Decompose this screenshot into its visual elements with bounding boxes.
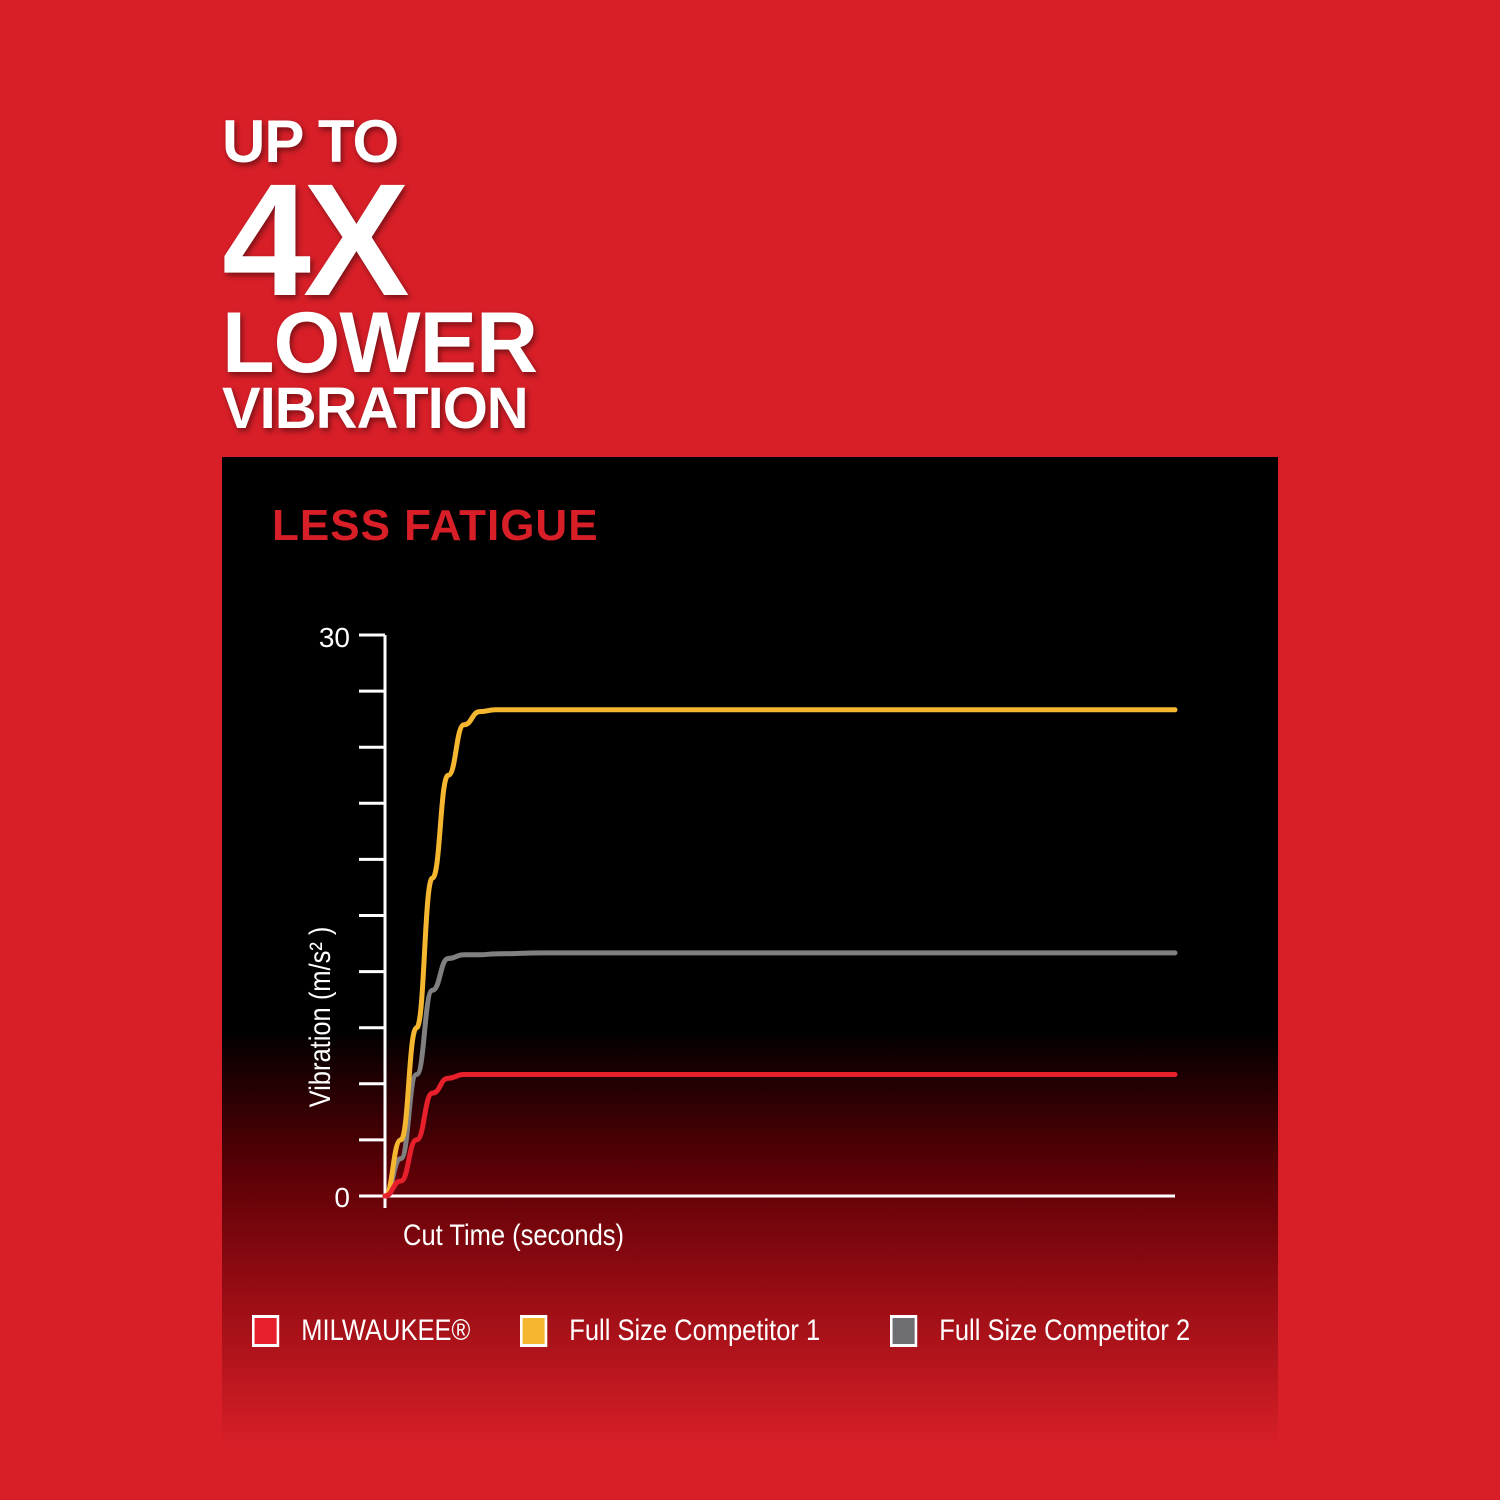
legend-swatch-competitor-1: [520, 1315, 548, 1347]
headline-up-to: UP TO: [222, 108, 399, 175]
legend-swatch-competitor-2: [890, 1315, 918, 1347]
vibration-chart: Cut Time (seconds) Vibration (m/s² ) 30 …: [303, 622, 1178, 1251]
y-tick-label-0: 0: [334, 1182, 350, 1213]
headline-vibration: VIBRATION: [222, 376, 529, 441]
headline-4x: 4X: [222, 150, 410, 329]
chart-panel: LESS FATIGUE Cut Time (seconds) Vibratio…: [222, 457, 1278, 1447]
series-line-1: [382, 707, 1178, 1199]
headline-lower: LOWER: [222, 295, 538, 391]
series-line-2: [382, 950, 1178, 1199]
legend-item-competitor-1: Full Size Competitor 1: [520, 1314, 820, 1348]
series-line-0: [382, 1071, 1178, 1199]
legend-label: MILWAUKEE®: [301, 1314, 471, 1347]
legend-label: Full Size Competitor 1: [569, 1314, 821, 1347]
x-axis-label: Cut Time (seconds): [403, 1218, 624, 1251]
y-axis-label: Vibration (m/s² ): [303, 927, 336, 1108]
y-tick-label-30: 30: [319, 622, 350, 653]
legend-item-milwaukee: MILWAUKEE®: [252, 1314, 470, 1348]
legend-swatch-milwaukee: [252, 1315, 280, 1347]
chart-title: LESS FATIGUE: [272, 501, 599, 550]
legend-label: Full Size Competitor 2: [939, 1314, 1191, 1347]
legend-item-competitor-2: Full Size Competitor 2: [890, 1314, 1190, 1348]
